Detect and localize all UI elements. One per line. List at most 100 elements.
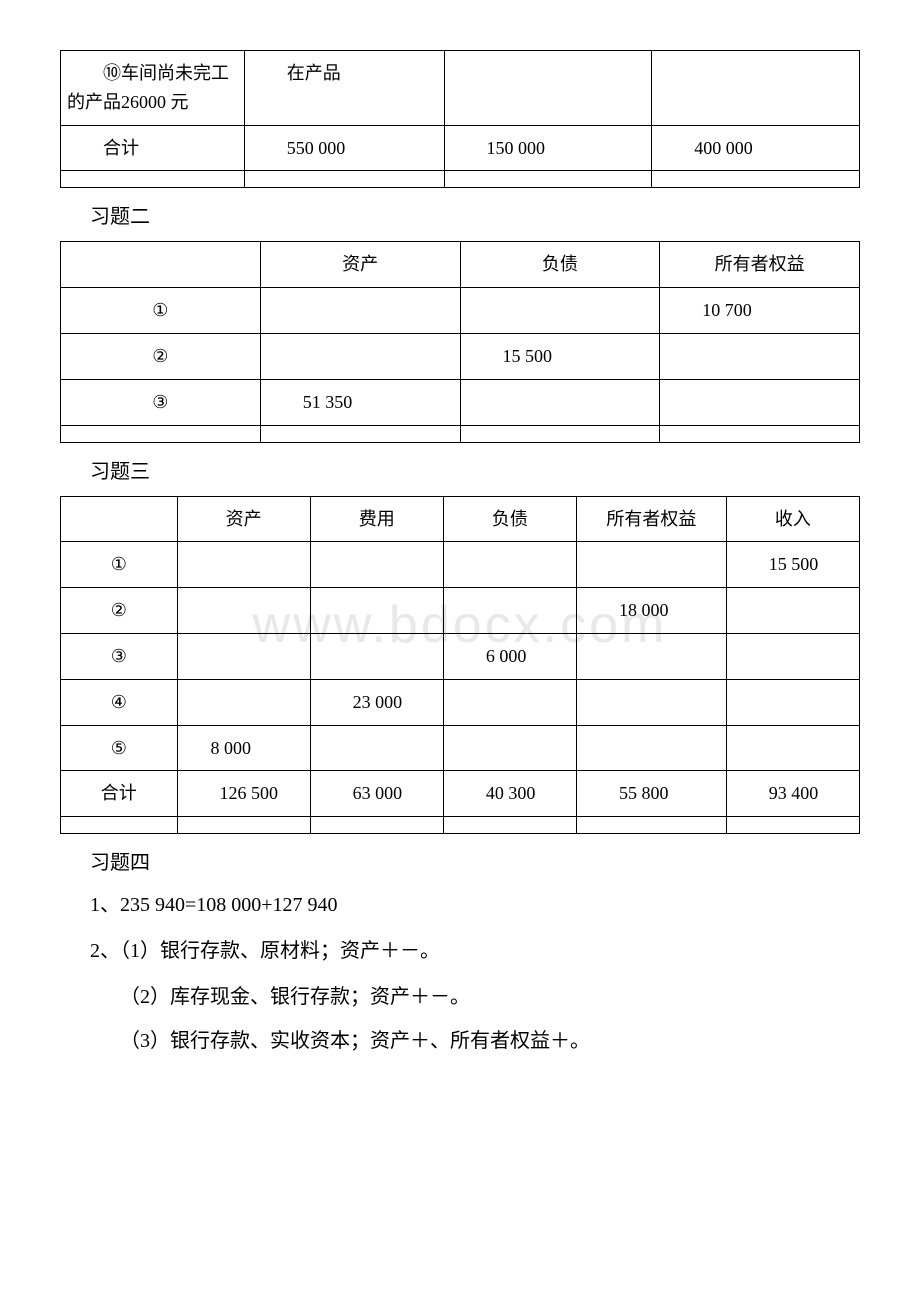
cell [310,633,443,679]
cell [61,496,178,542]
cell: 63 000 [310,771,443,817]
cell: 合计 [61,771,178,817]
cell: 在产品 [244,51,444,126]
table-1: ⑩车间尚未完工的产品26000 元 在产品 合计 550 000 150 000… [60,50,860,188]
cell: 126 500 [177,771,310,817]
table-row [61,425,860,442]
cell [177,542,310,588]
cell [61,425,261,442]
table-row: ② 15 500 [61,333,860,379]
cell: 所有者权益 [660,242,860,288]
cell: 收入 [726,496,859,542]
cell [443,817,576,834]
cell: ③ [61,633,178,679]
cell: 15 500 [726,542,859,588]
table-row: ⑩车间尚未完工的产品26000 元 在产品 [61,51,860,126]
cell: ④ [61,679,178,725]
table-row [61,817,860,834]
table-3: 资产 费用 负债 所有者权益 收入 ① 15 500 ② 18 000 ③ 6 [60,496,860,835]
cell [177,817,310,834]
cell [260,425,460,442]
heading-exercise-2: 习题二 [90,200,860,229]
cell: ③ [61,379,261,425]
cell [260,333,460,379]
table-row [61,171,860,188]
table-row: ③ 6 000 [61,633,860,679]
cell [576,679,726,725]
cell [460,379,660,425]
table-row: ② 18 000 [61,588,860,634]
cell [61,817,178,834]
cell [660,379,860,425]
cell: 8 000 [177,725,310,771]
table-row: 资产 负债 所有者权益 [61,242,860,288]
cell: 10 700 [660,288,860,334]
cell [660,333,860,379]
cell: 40 300 [443,771,576,817]
cell [726,679,859,725]
exercise-4-line-2: 2、（1）银行存款、原材料；资产＋－。 [90,933,860,969]
table-row: ④ 23 000 [61,679,860,725]
cell [260,288,460,334]
cell: ① [61,288,261,334]
cell: 资产 [260,242,460,288]
cell: 6 000 [443,633,576,679]
cell [576,817,726,834]
cell: 400 000 [652,125,860,171]
cell [310,542,443,588]
cell [443,725,576,771]
cell [726,633,859,679]
cell: 93 400 [726,771,859,817]
page-content: ⑩车间尚未完工的产品26000 元 在产品 合计 550 000 150 000… [60,50,860,1059]
cell: 合计 [61,125,245,171]
cell: 23 000 [310,679,443,725]
cell: ② [61,333,261,379]
cell [443,588,576,634]
heading-exercise-3: 习题三 [90,455,860,484]
exercise-4-line-3: （2）库存现金、银行存款；资产＋－。 [120,979,860,1015]
cell [460,288,660,334]
cell [244,171,444,188]
table-row: ⑤ 8 000 [61,725,860,771]
cell [310,725,443,771]
cell: 51 350 [260,379,460,425]
cell [660,425,860,442]
cell [652,171,860,188]
table-row: ① 15 500 [61,542,860,588]
table-row: 合计 126 500 63 000 40 300 55 800 93 400 [61,771,860,817]
cell: 所有者权益 [576,496,726,542]
cell: 负债 [460,242,660,288]
table-row: 资产 费用 负债 所有者权益 收入 [61,496,860,542]
cell [576,633,726,679]
cell: 550 000 [244,125,444,171]
cell: 负债 [443,496,576,542]
cell [726,588,859,634]
cell [310,817,443,834]
cell [177,633,310,679]
cell: ⑩车间尚未完工的产品26000 元 [61,51,245,126]
table-row: ① 10 700 [61,288,860,334]
cell [443,542,576,588]
cell [177,679,310,725]
exercise-4-line-4: （3）银行存款、实收资本；资产＋、所有者权益＋。 [120,1023,860,1059]
cell [310,588,443,634]
cell: ⑤ [61,725,178,771]
cell [444,51,652,126]
cell: 150 000 [444,125,652,171]
cell [443,679,576,725]
cell: 18 000 [576,588,726,634]
exercise-4-line-1: 1、235 940=108 000+127 940 [90,887,860,923]
cell: 费用 [310,496,443,542]
cell [726,725,859,771]
cell [61,171,245,188]
cell [444,171,652,188]
cell: 资产 [177,496,310,542]
cell [576,725,726,771]
table-2: 资产 负债 所有者权益 ① 10 700 ② 15 500 ③ 51 350 [60,241,860,442]
heading-exercise-4: 习题四 [90,846,860,875]
cell [460,425,660,442]
cell: ② [61,588,178,634]
cell [726,817,859,834]
cell: 15 500 [460,333,660,379]
cell [652,51,860,126]
